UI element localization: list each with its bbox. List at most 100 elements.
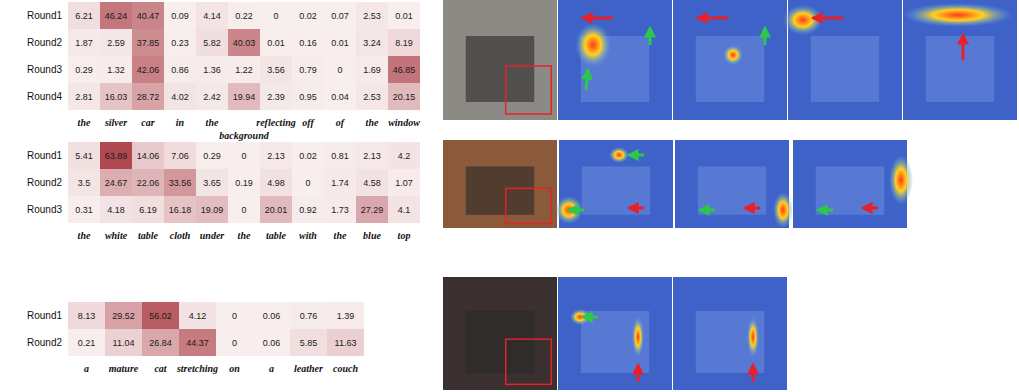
heatmap-cell — [388, 56, 420, 83]
image — [783, 0, 902, 120]
cell-label: 11.04 — [113, 338, 135, 348]
cell-label: 5.82 — [203, 38, 221, 48]
heatmap-cell — [292, 56, 324, 83]
tick-label: the — [366, 117, 379, 128]
tick: on — [229, 356, 240, 374]
heatmap-cell — [324, 196, 356, 223]
image-ground — [673, 277, 787, 390]
arrow — [586, 70, 588, 90]
tick: Round1 — [27, 150, 68, 161]
tick-label: Round2 — [27, 37, 62, 48]
tick: Round2 — [27, 37, 68, 48]
image-subject — [466, 36, 534, 102]
arrow — [700, 209, 715, 212]
attention-blob — [773, 192, 793, 228]
tick-label: silver — [104, 117, 127, 128]
tick-label: table — [266, 230, 287, 241]
tick: silver — [104, 110, 127, 128]
x-axis: thesilvercarinthebackgroundreflectingoff… — [78, 110, 421, 141]
heatmap-cell — [105, 302, 142, 329]
arrow — [962, 35, 965, 60]
cells — [68, 142, 420, 223]
cell-label: 14.06 — [137, 151, 160, 161]
heatmap-cell — [324, 56, 356, 83]
tick-label: Round3 — [27, 64, 62, 75]
image-subject — [696, 36, 764, 102]
tick: white — [105, 223, 128, 241]
cell-label: 0.02 — [299, 11, 317, 21]
cell-label: 1.07 — [395, 178, 413, 188]
tick-label: cloth — [170, 230, 191, 241]
image-panels — [443, 0, 1017, 390]
image — [443, 140, 557, 228]
tick: table — [138, 223, 159, 241]
heatmap-cell — [100, 142, 132, 169]
heatmap-cell — [228, 196, 260, 223]
cell-label: 0.92 — [299, 205, 317, 215]
attention-blob — [747, 317, 759, 357]
tick: the — [78, 223, 91, 241]
figure: 6.2146.2440.470.094.140.2200.020.072.530… — [0, 0, 1019, 392]
heatmap-cell — [100, 196, 132, 223]
cell-label: 0.06 — [263, 338, 281, 348]
heatmap-cell — [253, 329, 290, 356]
heatmap-cell — [260, 56, 292, 83]
cell-label: 0.29 — [203, 151, 221, 161]
heatmap-cell — [292, 29, 324, 56]
heatmap-cell — [228, 83, 260, 110]
heatmap: 6.2146.2440.470.094.140.2200.020.072.530… — [27, 2, 420, 141]
cell-label: 2.53 — [363, 92, 381, 102]
image-subject — [698, 166, 766, 214]
arrow — [649, 28, 652, 45]
tick-label: reflecting — [256, 117, 295, 128]
cell-label: 7.06 — [171, 151, 189, 161]
cell-labels: 6.2146.2440.470.094.140.2200.020.072.530… — [75, 11, 415, 102]
cell-labels: 8.1329.5256.024.1200.060.761.390.2111.04… — [78, 311, 357, 348]
heatmap-cell — [260, 196, 292, 223]
cell-label: 3.24 — [363, 38, 381, 48]
heatmap-cell — [324, 142, 356, 169]
heatmap-cell — [105, 329, 142, 356]
heatmap-cell — [132, 29, 164, 56]
tick-label: of — [336, 117, 346, 128]
cell-label: 4.14 — [203, 11, 221, 21]
image-ground — [443, 277, 557, 390]
cell-label: 2.59 — [107, 38, 125, 48]
cell-label: 44.37 — [186, 338, 209, 348]
cell-label: 19.09 — [201, 205, 224, 215]
image-subject — [926, 36, 994, 102]
cell-label: 20.01 — [265, 205, 288, 215]
image — [675, 140, 793, 228]
arrow — [583, 17, 613, 20]
cell-label: 0 — [337, 65, 342, 75]
tick-label: a — [84, 363, 89, 374]
tick: window — [388, 110, 420, 128]
tick: Round3 — [27, 64, 68, 75]
cell-label: 2.42 — [203, 92, 221, 102]
tick: Round1 — [27, 310, 68, 321]
arrow — [752, 365, 755, 382]
heatmap-cell — [253, 302, 290, 329]
heatmap-cell — [388, 83, 420, 110]
cell-label: 8.13 — [78, 311, 96, 321]
heatmap-cell — [132, 142, 164, 169]
cell-label: 0.19 — [235, 178, 253, 188]
tick: blue — [363, 223, 381, 241]
cell-label: 0 — [305, 178, 310, 188]
cell-label: 8.19 — [395, 38, 413, 48]
tick-label: top — [398, 230, 411, 241]
x-axis: thewhitetableclothunderthetablewiththebl… — [78, 223, 411, 241]
heatmap-cell — [292, 196, 324, 223]
heatmap-cell — [196, 169, 228, 196]
heatmap-cell — [100, 2, 132, 29]
cell-label: 6.19 — [139, 205, 157, 215]
cell-label: 4.2 — [398, 151, 411, 161]
cell-label: 3.65 — [203, 178, 221, 188]
image-subject — [696, 311, 764, 373]
heatmap-cell — [388, 142, 420, 169]
heatmap-cell — [356, 169, 388, 196]
cell-label: 19.94 — [233, 92, 256, 102]
tick-label: cat — [154, 363, 167, 374]
heatmap-cell — [100, 56, 132, 83]
heatmap-cell — [228, 142, 260, 169]
